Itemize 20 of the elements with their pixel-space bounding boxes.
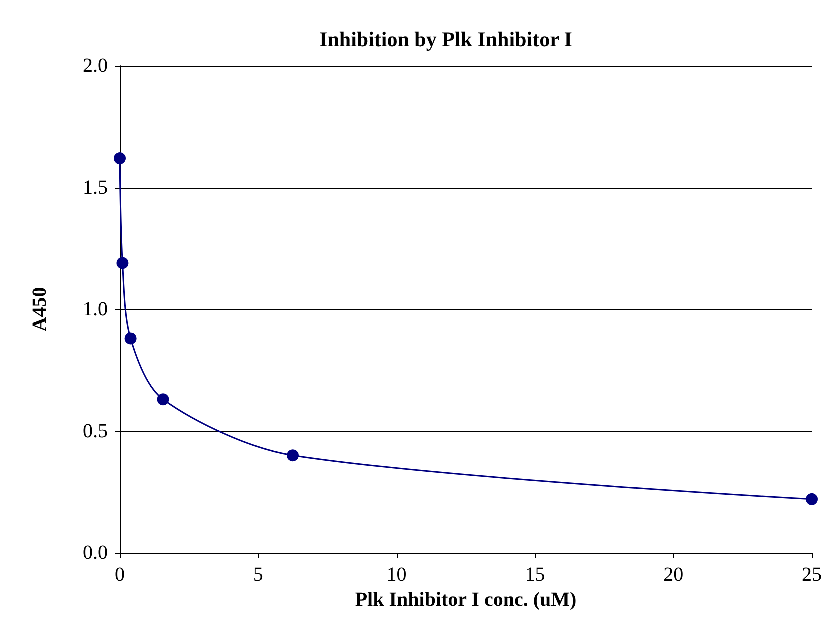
x-tick-label: 15 [525, 564, 546, 586]
y-tick-label: 1.5 [83, 176, 108, 199]
point [806, 493, 818, 506]
x-tick-label: 10 [386, 564, 407, 586]
y-tick-label: 1.0 [83, 298, 108, 320]
x-tick-label: 20 [664, 564, 684, 586]
y-tick-label: 0.0 [83, 542, 108, 564]
y-tick-label: 2.0 [83, 55, 108, 77]
chart-title: Inhibition by Plk Inhibitor I [320, 28, 572, 52]
x-tick-label: 0 [115, 564, 125, 586]
point [124, 332, 137, 345]
point [114, 152, 126, 165]
y-axis-title: A450 [29, 287, 51, 332]
x-tick-label: 25 [802, 564, 822, 586]
y-tick-label: 0.5 [83, 420, 108, 442]
x-tick-label: 5 [253, 564, 264, 586]
point [116, 257, 129, 270]
point [287, 450, 299, 462]
x-axis-title: Plk Inhibitor I conc. (uM) [355, 588, 577, 611]
point [157, 394, 170, 406]
